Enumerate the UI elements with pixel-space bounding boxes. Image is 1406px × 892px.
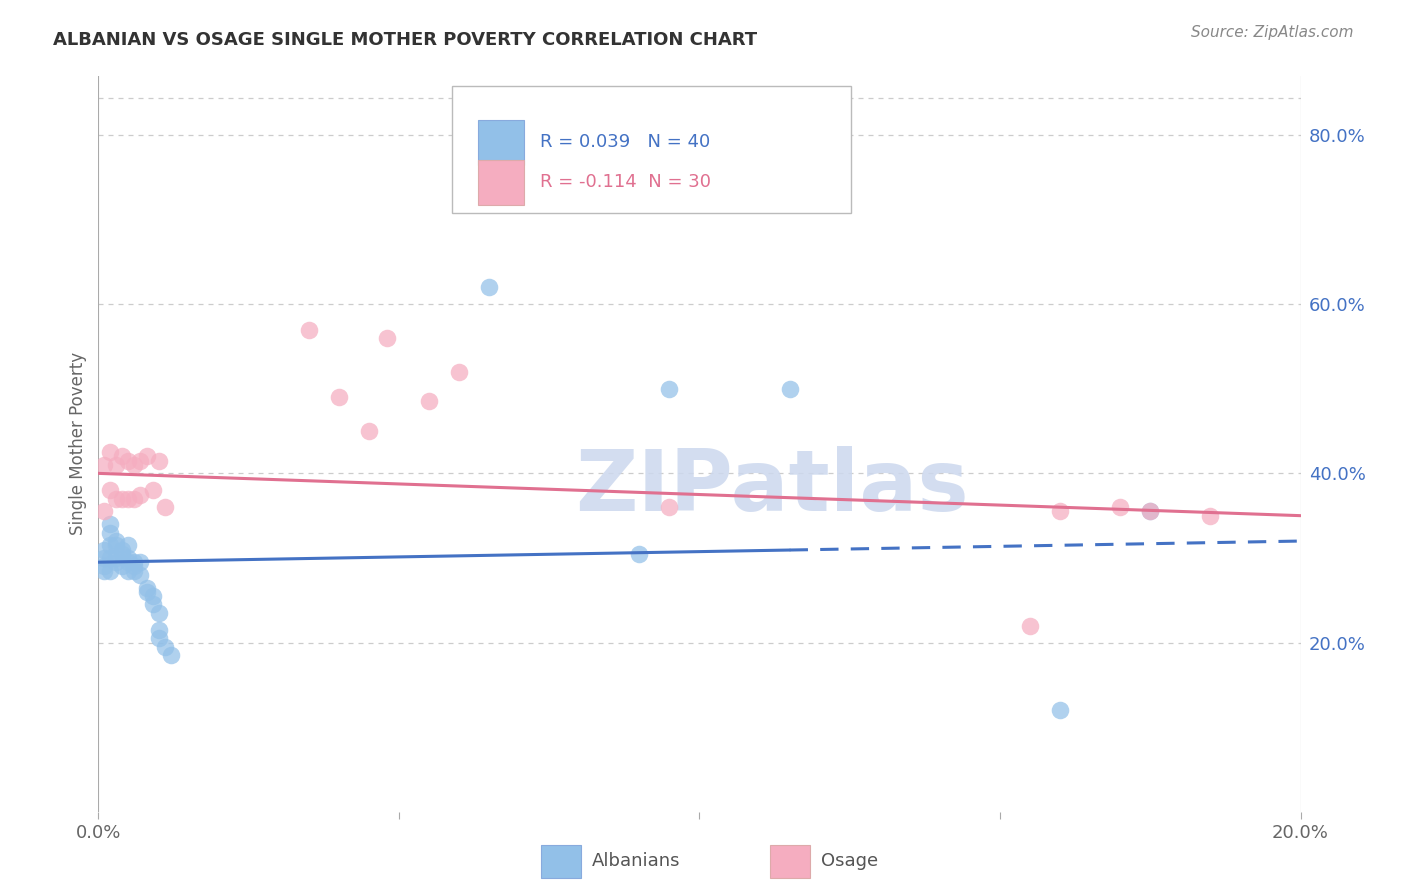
Text: Albanians: Albanians bbox=[592, 853, 681, 871]
Text: Source: ZipAtlas.com: Source: ZipAtlas.com bbox=[1191, 25, 1354, 40]
Point bbox=[418, 394, 440, 409]
Point bbox=[153, 500, 176, 515]
Point bbox=[1199, 508, 1222, 523]
Point bbox=[628, 547, 651, 561]
Point bbox=[93, 542, 115, 557]
Point bbox=[447, 365, 470, 379]
Point bbox=[1049, 504, 1071, 518]
Point bbox=[105, 551, 128, 566]
Point bbox=[117, 538, 139, 552]
Point bbox=[105, 538, 128, 552]
Point bbox=[93, 564, 115, 578]
Point bbox=[93, 559, 115, 574]
Point bbox=[124, 491, 146, 506]
Point bbox=[375, 331, 398, 345]
Point bbox=[135, 450, 157, 464]
Point bbox=[148, 632, 170, 646]
Point bbox=[141, 483, 163, 498]
Point bbox=[141, 589, 163, 603]
Point bbox=[93, 458, 115, 472]
Point bbox=[93, 551, 115, 566]
Point bbox=[105, 534, 128, 549]
Text: ALBANIAN VS OSAGE SINGLE MOTHER POVERTY CORRELATION CHART: ALBANIAN VS OSAGE SINGLE MOTHER POVERTY … bbox=[53, 31, 758, 49]
Point bbox=[129, 567, 152, 582]
Point bbox=[298, 322, 321, 336]
Text: R = -0.114  N = 30: R = -0.114 N = 30 bbox=[540, 173, 711, 192]
Point bbox=[1109, 500, 1132, 515]
Point bbox=[148, 623, 170, 637]
Point bbox=[117, 564, 139, 578]
Point bbox=[117, 453, 139, 467]
Point bbox=[135, 584, 157, 599]
Point bbox=[124, 559, 146, 574]
Point bbox=[129, 555, 152, 569]
Point bbox=[658, 500, 681, 515]
Point bbox=[159, 648, 181, 663]
Point bbox=[1049, 703, 1071, 717]
Point bbox=[100, 483, 122, 498]
Point bbox=[100, 538, 122, 552]
Point bbox=[1019, 618, 1042, 632]
Y-axis label: Single Mother Poverty: Single Mother Poverty bbox=[69, 352, 87, 535]
Point bbox=[100, 525, 122, 540]
Point bbox=[111, 542, 134, 557]
Point bbox=[100, 551, 122, 566]
Point bbox=[93, 504, 115, 518]
Point bbox=[117, 555, 139, 569]
Point bbox=[658, 382, 681, 396]
Point bbox=[117, 551, 139, 566]
Point bbox=[100, 564, 122, 578]
Point bbox=[105, 491, 128, 506]
Point bbox=[111, 559, 134, 574]
Point bbox=[129, 487, 152, 501]
Point bbox=[124, 555, 146, 569]
Text: R = 0.039   N = 40: R = 0.039 N = 40 bbox=[540, 133, 710, 152]
Point bbox=[1139, 504, 1161, 518]
Point bbox=[1139, 504, 1161, 518]
Point bbox=[117, 491, 139, 506]
Point bbox=[124, 458, 146, 472]
Point bbox=[129, 453, 152, 467]
Point bbox=[357, 424, 380, 438]
Text: ZIPatlas: ZIPatlas bbox=[575, 446, 969, 530]
Point bbox=[141, 598, 163, 612]
Point bbox=[124, 564, 146, 578]
Point bbox=[111, 491, 134, 506]
Point bbox=[135, 581, 157, 595]
Point bbox=[105, 458, 128, 472]
Point bbox=[105, 555, 128, 569]
Point bbox=[328, 390, 350, 404]
Point bbox=[478, 280, 501, 294]
Point bbox=[100, 445, 122, 459]
Point bbox=[148, 453, 170, 467]
Text: Osage: Osage bbox=[821, 853, 879, 871]
Point bbox=[111, 450, 134, 464]
Point bbox=[111, 547, 134, 561]
Point bbox=[148, 606, 170, 620]
Point bbox=[100, 517, 122, 532]
Point bbox=[153, 640, 176, 654]
Point bbox=[779, 382, 801, 396]
